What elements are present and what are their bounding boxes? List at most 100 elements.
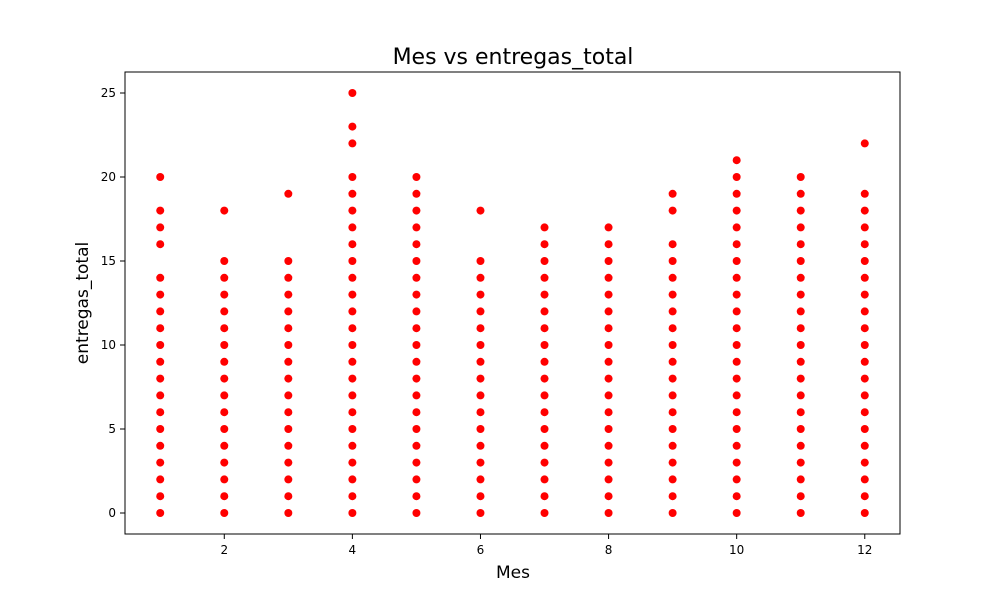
data-point bbox=[220, 290, 229, 299]
data-point bbox=[540, 357, 549, 366]
data-point bbox=[220, 273, 229, 282]
data-point bbox=[412, 509, 421, 517]
data-point bbox=[540, 492, 549, 501]
data-point bbox=[412, 357, 421, 366]
data-point bbox=[860, 492, 869, 501]
data-point bbox=[540, 374, 549, 383]
data-point bbox=[220, 391, 229, 400]
data-point bbox=[412, 307, 421, 316]
data-point bbox=[604, 408, 613, 417]
data-point bbox=[604, 307, 613, 316]
data-point bbox=[796, 341, 805, 349]
data-point bbox=[540, 475, 549, 484]
y-tick-label: 20 bbox=[101, 170, 116, 184]
data-point bbox=[476, 307, 485, 316]
data-point bbox=[348, 408, 357, 417]
data-point bbox=[220, 324, 229, 333]
y-tick-label: 5 bbox=[108, 422, 116, 436]
data-point bbox=[732, 509, 741, 517]
data-point bbox=[668, 240, 677, 249]
data-point bbox=[732, 173, 741, 181]
data-point bbox=[348, 189, 357, 198]
data-point bbox=[156, 273, 165, 282]
data-point bbox=[732, 492, 741, 501]
data-point bbox=[860, 374, 869, 383]
data-point bbox=[540, 391, 549, 400]
data-point bbox=[412, 425, 421, 433]
data-point bbox=[796, 509, 805, 517]
data-point bbox=[284, 509, 293, 517]
x-axis-label: Mes bbox=[496, 563, 530, 583]
data-point bbox=[668, 374, 677, 383]
y-tick-label: 15 bbox=[101, 254, 116, 268]
data-point bbox=[476, 273, 485, 282]
data-point bbox=[860, 341, 869, 349]
data-point bbox=[220, 509, 229, 517]
data-point bbox=[412, 223, 421, 232]
data-point bbox=[540, 509, 549, 517]
data-point bbox=[604, 341, 613, 349]
data-point bbox=[668, 273, 677, 282]
data-point bbox=[540, 441, 549, 450]
data-point bbox=[220, 492, 229, 501]
data-point bbox=[604, 324, 613, 333]
data-point bbox=[156, 223, 165, 232]
data-point bbox=[220, 341, 229, 349]
y-axis-ticks: 0 5 10 15 20 25 bbox=[101, 86, 125, 520]
data-point bbox=[860, 223, 869, 232]
data-point bbox=[732, 307, 741, 316]
data-point bbox=[348, 273, 357, 282]
data-point bbox=[348, 374, 357, 383]
plot-area bbox=[124, 71, 901, 535]
data-point bbox=[412, 290, 421, 299]
data-point bbox=[156, 307, 165, 316]
data-point bbox=[540, 223, 549, 232]
data-point bbox=[860, 290, 869, 299]
x-tick-label: 4 bbox=[349, 543, 357, 557]
data-point bbox=[156, 441, 165, 450]
data-points bbox=[156, 89, 869, 517]
data-point bbox=[732, 240, 741, 249]
data-point bbox=[796, 290, 805, 299]
data-point bbox=[348, 357, 357, 366]
data-point bbox=[476, 458, 485, 467]
data-point bbox=[476, 408, 485, 417]
data-point bbox=[732, 391, 741, 400]
y-tick-label: 0 bbox=[108, 506, 116, 520]
data-point bbox=[476, 374, 485, 383]
plot-frame bbox=[124, 71, 901, 535]
data-point bbox=[348, 458, 357, 467]
data-point bbox=[796, 391, 805, 400]
data-point bbox=[796, 307, 805, 316]
data-point bbox=[348, 240, 357, 249]
data-point bbox=[860, 425, 869, 433]
data-point bbox=[476, 391, 485, 400]
data-point bbox=[348, 341, 357, 349]
data-point bbox=[860, 408, 869, 417]
data-point bbox=[668, 425, 677, 433]
data-point bbox=[732, 475, 741, 484]
data-point bbox=[348, 391, 357, 400]
data-point bbox=[668, 408, 677, 417]
data-point bbox=[476, 290, 485, 299]
data-point bbox=[348, 89, 357, 97]
data-point bbox=[284, 374, 293, 383]
data-point bbox=[796, 425, 805, 433]
data-point bbox=[860, 391, 869, 400]
data-point bbox=[668, 257, 677, 265]
data-point bbox=[348, 492, 357, 501]
data-point bbox=[796, 206, 805, 215]
data-point bbox=[604, 374, 613, 383]
data-point bbox=[156, 391, 165, 400]
data-point bbox=[284, 307, 293, 316]
data-point bbox=[220, 408, 229, 417]
data-point bbox=[412, 257, 421, 265]
data-point bbox=[156, 173, 165, 181]
data-point bbox=[220, 257, 229, 265]
data-point bbox=[348, 122, 357, 131]
data-point bbox=[860, 458, 869, 467]
data-point bbox=[540, 290, 549, 299]
data-point bbox=[668, 475, 677, 484]
data-point bbox=[732, 223, 741, 232]
x-tick-label: 10 bbox=[729, 543, 744, 557]
